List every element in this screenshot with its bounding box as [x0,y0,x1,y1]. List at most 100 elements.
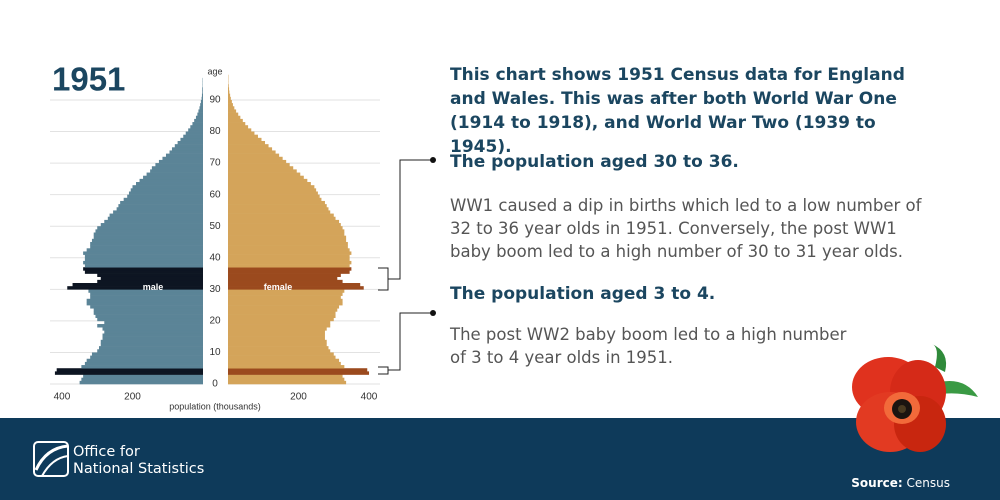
bar [228,235,347,240]
bar [228,191,318,195]
bar [228,109,237,113]
bar [228,153,280,158]
bar [228,140,266,145]
bar [228,286,364,290]
bar [228,213,334,218]
bar [128,191,203,195]
y-tick-label: 0 [212,379,218,390]
footer: Office for National Statistics Source: C… [0,418,1000,500]
bar [83,267,203,271]
bar [97,349,203,353]
bar [228,371,370,375]
bar [228,166,294,170]
bar [171,147,203,151]
bar [84,270,203,274]
bar [54,371,203,375]
y-tick-label: 10 [209,347,221,358]
bar [97,279,203,284]
bar [56,368,204,372]
bar [139,178,203,183]
bar [228,270,350,274]
logo-line: National Statistics [73,461,205,477]
bar [90,295,203,300]
bar [228,346,329,350]
bar [84,361,203,366]
bar [83,374,203,378]
source: Source: Census [851,476,950,490]
bar [228,267,352,271]
bar [116,207,203,211]
bar [228,210,331,214]
bar [228,226,343,230]
y-tick-label: 60 [209,189,221,200]
bar [177,140,203,145]
bar [86,358,203,363]
x-tick-label: 400 [54,392,71,403]
bar [228,327,327,331]
poppy [852,344,978,452]
bar [190,125,203,129]
bar [195,115,203,120]
bar [202,90,203,94]
bar [228,188,317,192]
bar [228,289,345,293]
labels: age 0 10 20 30 40 50 60 70 80 90 male 200 400 female 20… [54,66,378,411]
bar [228,229,345,233]
y-tick-label: 90 [209,95,221,106]
x-tick-label: 200 [124,392,141,403]
bar [185,131,203,135]
bar [228,204,327,208]
bar [97,324,203,328]
y-tick-label: 30 [209,284,221,295]
bar [136,182,203,186]
bar [104,330,203,334]
bar [228,283,361,287]
bar [228,103,233,107]
bar [228,368,368,372]
bar [228,156,283,161]
bar [228,333,325,337]
bar [91,238,203,243]
bar [102,327,203,331]
bar [174,144,203,148]
connector [378,159,432,291]
bar [228,87,230,91]
bar [93,232,203,236]
bar [83,251,203,255]
bar [72,283,203,287]
bar [228,330,325,334]
paragraph: WW1 caused a dip in births which led to … [450,196,922,261]
bar [228,374,343,378]
bar [95,314,203,319]
bar [228,317,334,322]
intro: This chart shows 1951 Census data for En… [450,65,905,157]
y-tick-label: 80 [209,126,221,137]
bar [100,342,203,347]
bar [228,339,327,344]
bar [192,122,203,126]
bar [228,137,262,142]
bar [228,163,290,167]
bar [86,298,203,303]
bar [197,112,203,117]
bar [97,317,203,322]
series-label: male [143,282,164,292]
bar [228,115,241,120]
bars [54,74,370,385]
bar [86,301,203,306]
bar [202,87,203,91]
bar [100,339,203,344]
chart-title: 1951 [52,61,125,98]
x-tick-label: 200 [290,392,307,403]
bar [228,147,273,151]
x-axis-title: population (thousands) [169,401,261,411]
bar [228,308,338,312]
bar [228,232,345,236]
bar [123,197,203,202]
bar [146,172,203,177]
bar [228,336,325,341]
bar [228,150,276,154]
bar [228,380,347,385]
bar [228,223,341,227]
bar [100,276,203,281]
